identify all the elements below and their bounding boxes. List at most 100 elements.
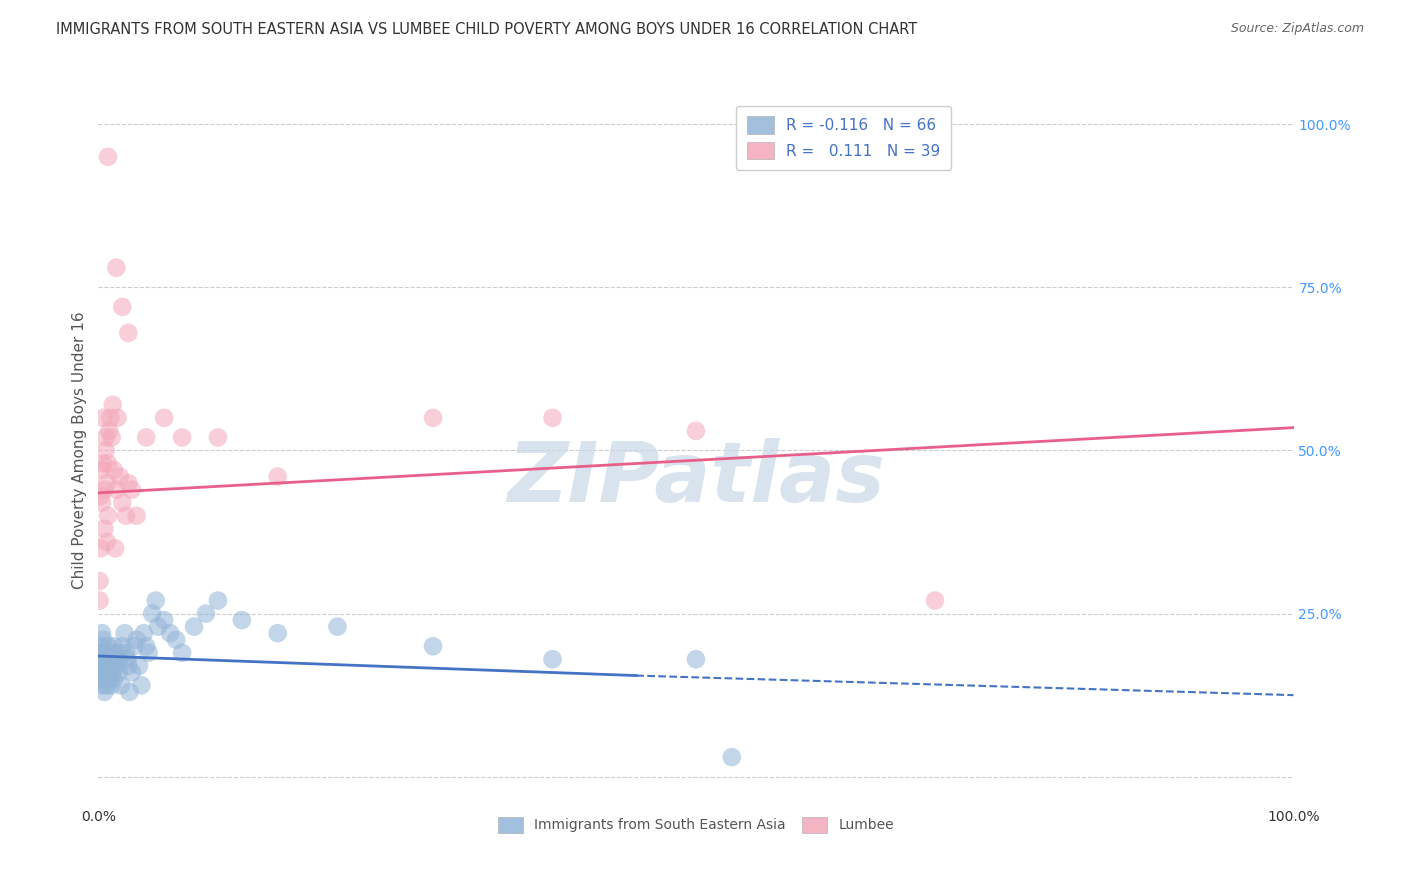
Point xyxy=(94,672,117,686)
Point xyxy=(117,658,139,673)
Point xyxy=(124,639,146,653)
Point xyxy=(107,646,129,660)
Point xyxy=(115,508,138,523)
Point xyxy=(125,632,148,647)
Point xyxy=(98,410,122,425)
Point xyxy=(94,430,117,444)
Point xyxy=(96,534,118,549)
Point xyxy=(135,639,157,653)
Point xyxy=(90,639,112,653)
Point xyxy=(141,607,163,621)
Point xyxy=(135,430,157,444)
Point xyxy=(98,672,121,686)
Point xyxy=(91,626,114,640)
Text: IMMIGRANTS FROM SOUTH EASTERN ASIA VS LUMBEE CHILD POVERTY AMONG BOYS UNDER 16 C: IMMIGRANTS FROM SOUTH EASTERN ASIA VS LU… xyxy=(56,22,918,37)
Point xyxy=(97,457,120,471)
Point xyxy=(90,489,112,503)
Point xyxy=(117,326,139,340)
Point xyxy=(721,750,744,764)
Point xyxy=(422,410,444,425)
Point xyxy=(108,652,131,666)
Point xyxy=(96,476,118,491)
Y-axis label: Child Poverty Among Boys Under 16: Child Poverty Among Boys Under 16 xyxy=(72,311,87,590)
Point xyxy=(100,678,122,692)
Point xyxy=(105,658,128,673)
Point xyxy=(93,522,115,536)
Point xyxy=(117,476,139,491)
Point xyxy=(93,652,115,666)
Point xyxy=(145,593,167,607)
Point xyxy=(108,469,131,483)
Point xyxy=(165,632,187,647)
Point xyxy=(207,593,229,607)
Point xyxy=(111,300,134,314)
Point xyxy=(159,626,181,640)
Point xyxy=(104,652,127,666)
Point xyxy=(90,541,112,556)
Point xyxy=(103,672,125,686)
Point xyxy=(98,665,122,680)
Point xyxy=(118,685,141,699)
Point xyxy=(110,678,132,692)
Text: ZIPatlas: ZIPatlas xyxy=(508,438,884,519)
Point xyxy=(93,685,115,699)
Point xyxy=(267,626,290,640)
Point xyxy=(91,632,114,647)
Point xyxy=(90,665,112,680)
Point xyxy=(111,496,134,510)
Point xyxy=(183,620,205,634)
Point xyxy=(128,658,150,673)
Point xyxy=(91,496,114,510)
Point xyxy=(121,665,143,680)
Point xyxy=(422,639,444,653)
Point xyxy=(93,665,115,680)
Point xyxy=(91,652,114,666)
Point xyxy=(101,658,124,673)
Point xyxy=(91,672,114,686)
Point xyxy=(93,483,115,497)
Point xyxy=(91,678,114,692)
Point xyxy=(231,613,253,627)
Point xyxy=(115,652,138,666)
Point xyxy=(131,678,153,692)
Point xyxy=(91,463,114,477)
Point xyxy=(91,457,114,471)
Point xyxy=(541,652,564,666)
Point xyxy=(153,410,176,425)
Point xyxy=(107,665,129,680)
Point xyxy=(138,646,160,660)
Point xyxy=(107,410,129,425)
Point xyxy=(326,620,349,634)
Point xyxy=(91,410,114,425)
Text: Source: ZipAtlas.com: Source: ZipAtlas.com xyxy=(1230,22,1364,36)
Point xyxy=(94,658,117,673)
Point xyxy=(115,646,138,660)
Point xyxy=(685,652,707,666)
Point xyxy=(541,410,564,425)
Point xyxy=(125,508,148,523)
Point xyxy=(172,646,194,660)
Point xyxy=(96,665,118,680)
Point xyxy=(97,508,120,523)
Point xyxy=(98,646,122,660)
Point xyxy=(101,398,124,412)
Point xyxy=(207,430,229,444)
Point xyxy=(148,620,170,634)
Point xyxy=(132,626,155,640)
Point xyxy=(91,646,114,660)
Point xyxy=(98,658,121,673)
Point xyxy=(924,593,946,607)
Point xyxy=(91,658,114,673)
Point xyxy=(105,260,128,275)
Point xyxy=(98,424,121,438)
Point xyxy=(97,150,120,164)
Point xyxy=(172,430,194,444)
Point xyxy=(685,424,707,438)
Point xyxy=(153,613,176,627)
Point xyxy=(100,652,122,666)
Point xyxy=(105,483,128,497)
Point xyxy=(101,665,124,680)
Point xyxy=(89,593,111,607)
Point xyxy=(89,646,111,660)
Point xyxy=(104,541,127,556)
